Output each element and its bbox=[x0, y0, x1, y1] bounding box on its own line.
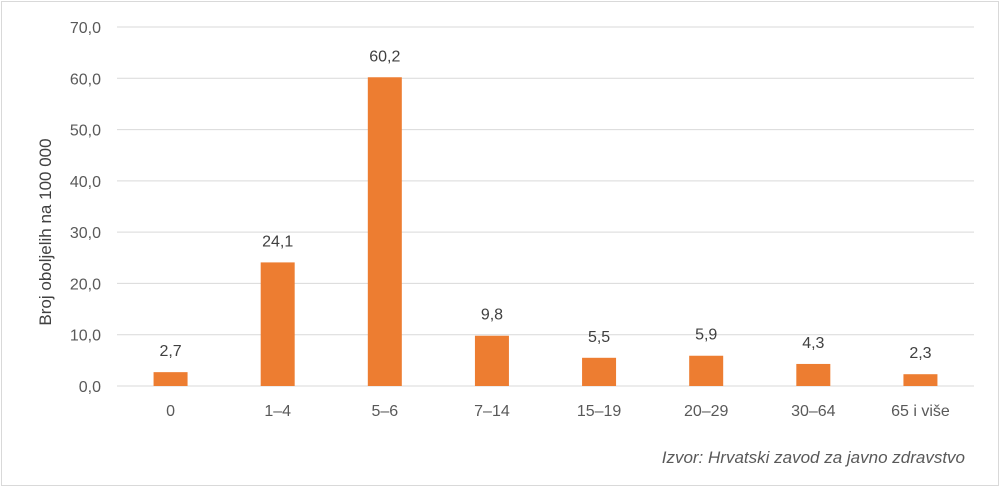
bar bbox=[153, 372, 188, 386]
bars bbox=[153, 77, 938, 386]
data-label: 4,3 bbox=[802, 335, 824, 352]
data-label: 5,5 bbox=[588, 329, 610, 346]
data-label: 9,8 bbox=[481, 307, 503, 324]
data-label: 2,3 bbox=[909, 345, 931, 362]
bar bbox=[474, 335, 509, 386]
data-label: 2,7 bbox=[159, 343, 181, 360]
bar bbox=[689, 355, 724, 386]
x-tick-label: 15–19 bbox=[577, 403, 622, 420]
x-tick-label: 65 i više bbox=[891, 403, 950, 420]
x-tick-label: 0 bbox=[166, 403, 175, 420]
x-tick-label: 7–14 bbox=[474, 403, 510, 420]
y-tick-label: 60,0 bbox=[70, 71, 101, 88]
bar bbox=[582, 357, 617, 386]
y-tick-label: 50,0 bbox=[70, 123, 101, 140]
y-tick-label: 40,0 bbox=[70, 174, 101, 191]
bar bbox=[260, 262, 295, 386]
x-tick-label: 30–64 bbox=[791, 403, 836, 420]
y-tick-label: 30,0 bbox=[70, 225, 101, 242]
y-tick-label: 10,0 bbox=[70, 328, 101, 345]
data-labels: 2,7 24,1 60,2 9,8 5,5 5,9 4,3 2,3 bbox=[159, 48, 931, 362]
source-note: Izvor: Hrvatski zavod za javno zdravstvo bbox=[662, 448, 965, 467]
x-axis-ticks: 0 1–4 5–6 7–14 15–19 20–29 30–64 65 i više bbox=[166, 403, 950, 420]
y-tick-label: 20,0 bbox=[70, 276, 101, 293]
bar bbox=[367, 77, 402, 386]
y-axis-ticks: 0,0 10,0 20,0 30,0 40,0 50,0 60,0 70,0 bbox=[70, 20, 101, 396]
gridlines bbox=[117, 26, 974, 387]
x-tick-label: 20–29 bbox=[684, 403, 729, 420]
y-tick-label: 70,0 bbox=[70, 20, 101, 37]
x-tick-label: 5–6 bbox=[371, 403, 398, 420]
data-label: 24,1 bbox=[262, 233, 293, 250]
data-label: 5,9 bbox=[695, 327, 717, 344]
bar bbox=[903, 374, 938, 386]
data-label: 60,2 bbox=[369, 48, 400, 65]
y-axis-title: Broj oboljelih na 100 000 bbox=[36, 138, 55, 325]
bar bbox=[796, 363, 831, 386]
y-tick-label: 0,0 bbox=[79, 379, 101, 396]
x-tick-label: 1–4 bbox=[264, 403, 291, 420]
